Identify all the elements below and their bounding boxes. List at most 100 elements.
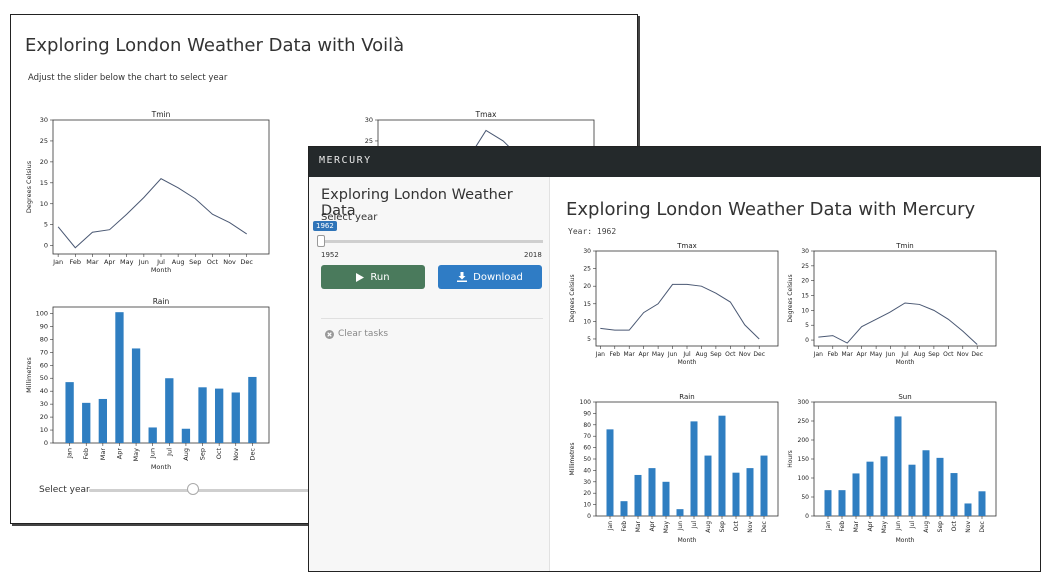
voila-rain-xtick-label: Dec (248, 448, 256, 461)
download-button[interactable]: Download (438, 265, 542, 289)
voila-rain-xtick-label: Aug (182, 448, 190, 461)
voila-rain-xtick-label: May (132, 448, 140, 462)
voila-rain-xtick-label: Nov (232, 448, 240, 461)
mercury-page-title: Exploring London Weather Data with Mercu… (566, 199, 976, 220)
mercury-rain-xtick-label: Nov (747, 521, 754, 533)
mercury-rain-bar (718, 415, 726, 516)
mercury-rain-xtick-label: Jun (677, 521, 684, 532)
mercury-rain-ylabel: Millimetres (569, 443, 576, 476)
voila-rain-bar (131, 348, 141, 443)
mercury-tmin-xtick-label: Sep (928, 351, 940, 358)
mercury-sidebar: Exploring London Weather Data Select yea… (309, 177, 550, 571)
year-slider-max: 2018 (524, 251, 542, 259)
mercury-sun-xtick-label: Nov (965, 521, 972, 533)
voila-tmin-xtick-label: Dec (240, 258, 253, 266)
mercury-tmin-xtick-label: Nov (957, 351, 969, 358)
mercury-rain-bar (676, 509, 684, 516)
mercury-tmin-ytick-label: 10 (801, 307, 809, 314)
run-button[interactable]: Run (321, 265, 425, 289)
mercury-sun-ytick-label: 100 (798, 475, 810, 482)
mercury-tmin-xlabel: Month (896, 359, 915, 366)
mercury-sun-xlabel: Month (896, 537, 915, 544)
mercury-tmax-plot-area (595, 250, 779, 347)
mercury-tmax-xtick-label: Aug (696, 351, 708, 358)
voila-rain-xtick-label: Sep (199, 448, 207, 460)
mercury-rain-bar (732, 472, 740, 516)
clear-tasks-button[interactable]: Clear tasks (325, 329, 388, 339)
sidebar-title: Exploring London Weather Data (321, 187, 513, 219)
mercury-rain-xtick-label: Jul (691, 521, 698, 530)
mercury-rain-bar (634, 474, 642, 516)
voila-rain-xtick-label: Jun (149, 448, 157, 459)
voila-tmin-xtick-label: Apr (104, 258, 116, 266)
mercury-rain-xtick-label: Dec (761, 521, 768, 533)
clear-tasks-label: Clear tasks (338, 329, 389, 339)
mercury-sun-bar (950, 473, 958, 516)
voila-tmin-title: Tmin (151, 110, 171, 119)
mercury-rain-chart: Rain 0 10 20 30 40 50 60 70 80 90 100 Millimetres Jan… (569, 393, 779, 544)
mercury-tmax-series-line (600, 283, 760, 340)
voila-rain-xtick-label: Feb (82, 448, 90, 460)
play-icon (356, 272, 365, 282)
mercury-tmax-xtick-label: Apr (638, 351, 649, 358)
voila-rain-bar (65, 382, 74, 443)
mercury-tmax-ytick-label: 25 (583, 266, 591, 273)
mercury-tmin-plot-area (813, 250, 997, 347)
mercury-rain-bar (662, 481, 670, 516)
mercury-rain-title: Rain (679, 393, 694, 401)
mercury-rain-xtick-label: Feb (621, 521, 628, 532)
voila-rain-xtick-label: Jan (66, 448, 74, 459)
mercury-rain-bar (760, 455, 768, 516)
voila-rain-bar (215, 388, 224, 443)
voila-rain-bar (98, 398, 107, 443)
mercury-sun-xtick-label: Feb (839, 521, 846, 532)
mercury-tmin-xtick-label: Jul (900, 351, 909, 358)
mercury-rain-ytick-label: 20 (583, 490, 591, 497)
mercury-rain-ytick-label: 30 (583, 479, 591, 486)
voila-tmin-ytick-label: 0 (44, 242, 48, 250)
voila-year-slider-handle[interactable] (187, 483, 199, 495)
sidebar-divider (321, 318, 543, 319)
mercury-tmax-xtick-label: Jan (595, 351, 605, 358)
mercury-rain-xtick-label: Sep (719, 521, 726, 533)
mercury-brand-logo[interactable]: MERCURY (319, 155, 372, 166)
voila-rain-bar (231, 392, 240, 443)
mercury-tmin-chart: Tmin 0 5 10 15 20 25 30 Degrees Celsius Jan Feb Mar… (787, 242, 997, 366)
mercury-sun-ytick-label: 150 (798, 456, 810, 463)
mercury-rain-ytick-label: 40 (583, 467, 591, 474)
mercury-rain-bar (620, 501, 628, 516)
voila-year-slider[interactable] (89, 489, 319, 492)
voila-rain-title: Rain (153, 297, 170, 306)
download-icon (457, 272, 468, 282)
mercury-tmax-xtick-label: Oct (725, 351, 736, 358)
voila-tmax-ytick-label: 30 (365, 116, 373, 124)
voila-rain-chart: Rain 0 10 20 30 40 50 60 70 80 90 100 Millimetres Jan… (25, 297, 270, 471)
mercury-rain-xtick-label: Aug (705, 521, 712, 533)
mercury-sun-bar (824, 490, 832, 516)
mercury-tmax-xtick-label: May (652, 351, 665, 358)
year-slider[interactable] (321, 240, 543, 243)
mercury-sun-ytick-label: 250 (798, 418, 810, 425)
voila-tmin-plot-area (52, 119, 270, 255)
mercury-navbar: MERCURY (309, 147, 1040, 177)
mercury-tmin-xtick-label: Jun (885, 351, 896, 358)
mercury-sun-xtick-label: May (881, 521, 888, 534)
voila-tmin-xtick-label: Jun (138, 258, 149, 266)
mercury-sun-ytick-label: 200 (798, 437, 810, 444)
mercury-rain-bar (704, 455, 712, 516)
voila-tmax-title: Tmax (475, 110, 497, 119)
mercury-tmax-xtick-label: Feb (609, 351, 620, 358)
mercury-tmin-ytick-label: 15 (801, 293, 809, 300)
mercury-sun-xtick-label: Sep (937, 521, 944, 533)
mercury-sun-xtick-label: Jan (825, 521, 832, 531)
year-slider-handle[interactable] (317, 235, 325, 247)
voila-rain-xtick-label: Jul (165, 448, 173, 457)
voila-rain-ytick-label: 0 (44, 439, 48, 447)
voila-tmin-ytick-label: 5 (44, 221, 48, 229)
mercury-rain-xtick-label: Jan (607, 521, 614, 531)
voila-tmin-ytick-label: 15 (40, 179, 48, 187)
mercury-sun-bar (880, 456, 888, 516)
mercury-rain-xtick-label: Apr (649, 520, 656, 531)
mercury-tmax-xtick-label: Jun (667, 351, 678, 358)
voila-tmin-xtick-label: Jan (52, 258, 63, 266)
